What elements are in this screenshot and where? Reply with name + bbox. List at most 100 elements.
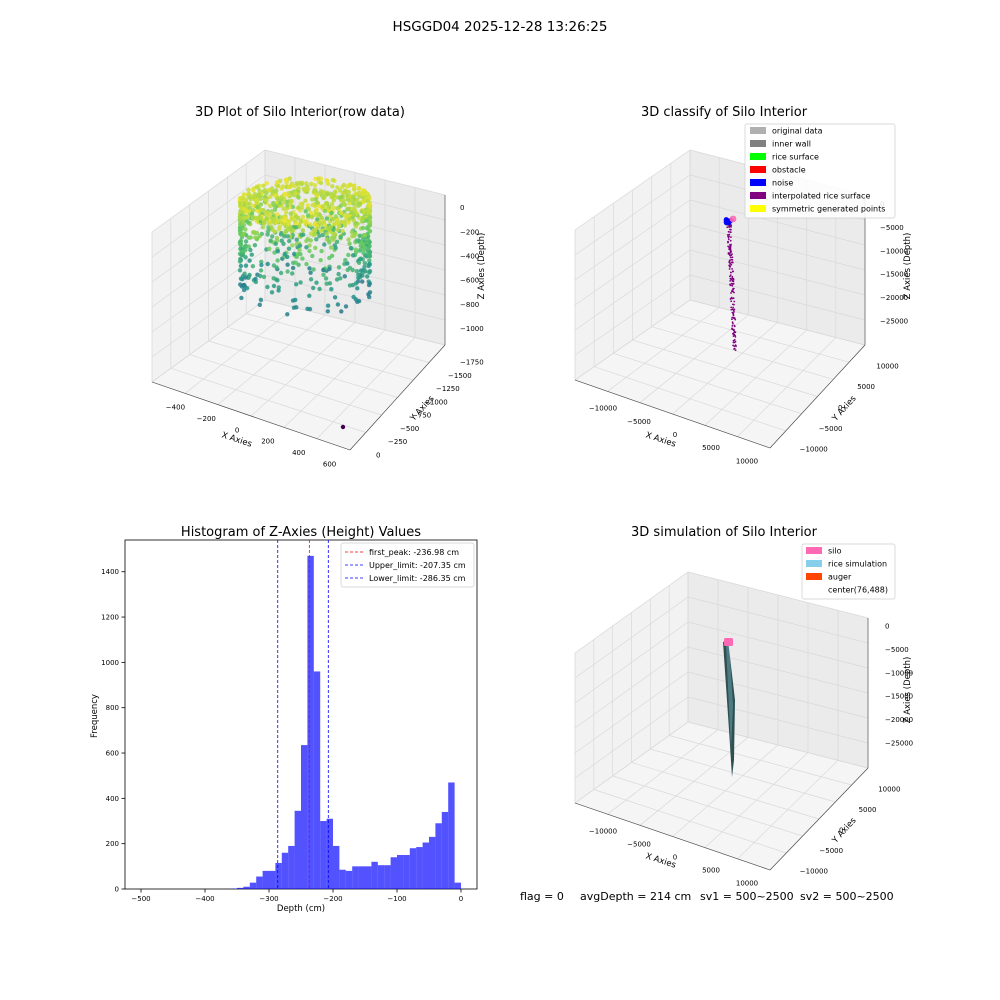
cls-interpolated-point [732,322,734,325]
raw-point [248,247,253,253]
cls-interpolated-point [729,239,732,242]
hist-bar [454,882,461,889]
raw-point [365,274,370,279]
raw-point [283,177,289,183]
raw-point [357,248,363,253]
raw-point [241,192,246,197]
raw-point [243,215,248,220]
hist-bar [243,886,250,889]
raw-point [258,268,264,273]
raw-point [239,210,244,215]
raw-point [304,219,309,225]
tick-label: −200 [197,415,216,423]
raw-point [327,281,333,286]
hist-bar [352,866,359,889]
raw-point [333,189,338,195]
tick-label: 0 [885,623,889,631]
cls-noise-point [723,219,729,225]
raw-point [364,218,369,223]
hist-bar [281,852,289,889]
raw-point [272,193,278,198]
cls-ylabel: Y Axies [830,393,859,424]
tick-label: 0 [673,854,677,862]
rice-simulation-surface [723,640,735,777]
raw-point [310,197,315,202]
hist-bar [422,842,429,889]
axis-line [574,379,771,449]
raw-point [253,235,258,240]
legend-label: rice surface [772,153,819,162]
raw-point [305,203,311,208]
tick-label: −5000 [627,418,651,426]
raw-point [330,217,336,222]
raw-point [328,224,333,230]
raw-point [252,243,258,248]
legend-swatch [806,586,822,593]
tick-label: −200 [460,228,479,236]
cls-interpolated-point [731,256,734,259]
raw-point [336,265,342,270]
raw-point [324,216,330,221]
cls-interpolated-point [726,226,729,229]
y-tick-label: 600 [106,750,119,758]
raw-point [325,191,330,197]
cls-interpolated-point [733,333,736,336]
raw-point [240,197,245,202]
raw-point [276,218,282,223]
sim-legend: silo rice simulation auger center(76,488) [801,543,896,600]
raw-point [353,247,359,252]
raw-point [314,208,319,213]
classify-legend: original data inner wall rice surface obsta… [744,123,896,219]
raw-point [254,184,260,190]
raw-point [296,215,301,220]
raw-point [264,190,269,196]
raw-point [329,210,334,216]
tick-label: 200 [261,438,274,446]
silo-marker [724,638,733,646]
raw-point [265,232,270,237]
grid-line [574,596,689,679]
tick-label: −800 [460,301,479,309]
raw-point [271,283,277,289]
hist-bar [345,870,353,889]
raw-point [299,232,304,238]
raw-point [272,203,277,208]
grid-line [246,313,430,363]
raw-point [316,176,321,181]
tick-label: −15000 [885,693,913,701]
raw-point [253,198,259,203]
raw-point [264,181,269,186]
cls-interpolated-point [733,311,735,313]
raw-point [335,302,341,307]
tick-label: −500 [400,425,419,433]
raw-point [276,183,281,188]
raw-point [350,234,355,239]
raw-point [337,223,342,229]
raw-point [314,192,319,197]
cls-interpolated-point [727,235,729,238]
raw-point [332,295,338,300]
cls-interpolated-point [731,318,733,321]
raw-point [238,238,243,244]
raw-point [360,270,365,275]
y-tick-label: 0 [115,886,119,894]
raw-point [246,187,251,193]
raw-point [367,220,373,225]
raw-point [274,180,280,185]
raw-point [242,207,247,212]
raw-point [307,248,312,254]
raw-point [286,246,292,251]
raw-point [362,253,368,258]
raw-point [288,226,294,231]
raw-point-cloud [237,176,373,430]
raw-point [277,201,283,206]
raw-point [357,233,362,238]
raw-point [325,303,331,308]
raw-point [331,198,336,203]
raw-point [307,306,313,312]
cls-interpolated-point [730,226,732,228]
raw-point [264,216,269,221]
raw-point [333,214,338,219]
cls-interpolated-point [729,231,732,234]
raw-title: 3D Plot of Silo Interior(row data) [195,105,405,120]
